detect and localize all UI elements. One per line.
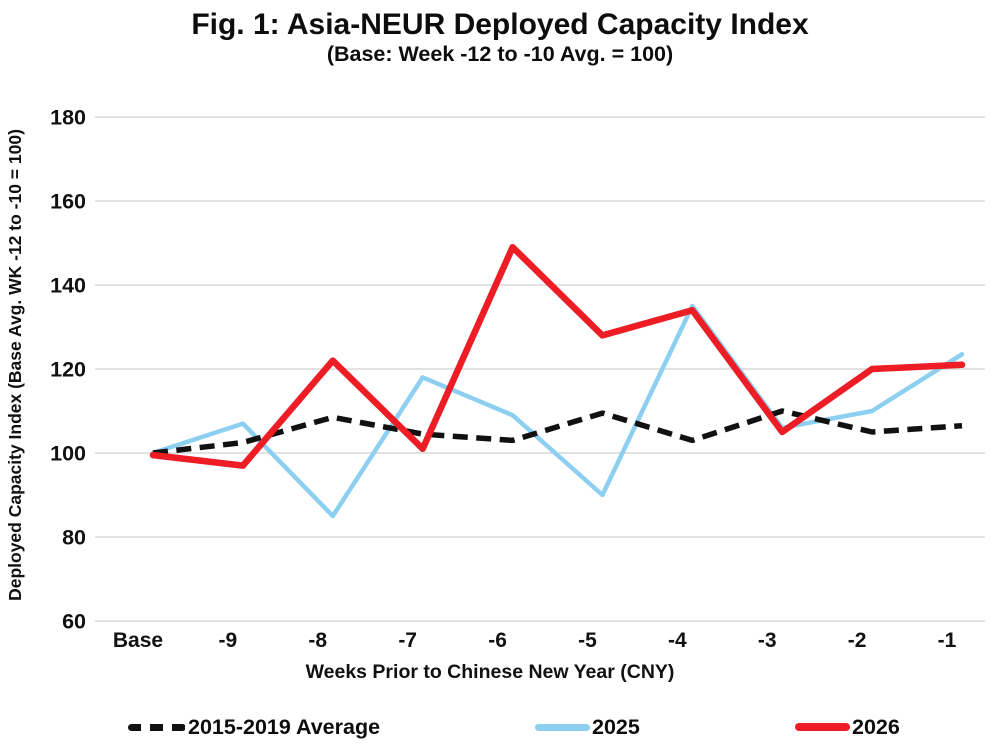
svg-text:Deployed Capacity Index (Base: Deployed Capacity Index (Base Avg. WK -1…	[5, 129, 25, 601]
svg-text:140: 140	[50, 274, 86, 298]
svg-text:160: 160	[50, 190, 86, 214]
svg-text:-1: -1	[938, 629, 957, 652]
svg-text:60: 60	[62, 610, 86, 634]
series-line-2015-2019-average	[152, 408, 963, 456]
svg-text:-6: -6	[488, 629, 507, 652]
chart-legend: 2015-2019 Average 2025 2026	[0, 710, 1000, 748]
svg-text:-9: -9	[219, 629, 238, 652]
legend-item-average: 2015-2019 Average	[128, 710, 380, 744]
svg-text:-4: -4	[668, 629, 687, 652]
legend-item-2026: 2026	[795, 710, 900, 744]
legend-swatch-blue-line-icon	[535, 723, 590, 731]
chart-title: Fig. 1: Asia-NEUR Deployed Capacity Inde…	[191, 8, 809, 41]
svg-text:Base: Base	[113, 629, 163, 652]
svg-text:-5: -5	[578, 629, 597, 652]
series-line-2025	[150, 303, 965, 519]
svg-text:-3: -3	[758, 629, 777, 652]
svg-text:100: 100	[50, 442, 86, 466]
legend-swatch-dashed-line-icon	[128, 723, 186, 731]
legend-swatch-red-line-icon	[795, 723, 850, 731]
legend-label-average: 2015-2019 Average	[188, 714, 381, 739]
svg-text:80: 80	[62, 526, 86, 550]
chart-header: Fig. 1: Asia-NEUR Deployed Capacity Inde…	[0, 8, 1000, 67]
legend-item-2025: 2025	[535, 710, 640, 744]
series-line-2026	[149, 243, 966, 469]
svg-text:Weeks Prior to Chinese New Yea: Weeks Prior to Chinese New Year (CNY)	[306, 661, 675, 683]
chart-subtitle: (Base: Week -12 to -10 Avg. = 100)	[326, 42, 674, 66]
svg-text:-8: -8	[308, 629, 327, 652]
legend-label-2025: 2025	[592, 714, 640, 739]
svg-text:180: 180	[50, 106, 86, 130]
svg-text:120: 120	[50, 358, 86, 382]
plot-area: 60 80 100 120 140 160 180 Base -9 -8 -7 -6 -5 -4 -3 -2 -…	[0, 85, 1000, 705]
legend-label-2026: 2026	[852, 714, 900, 739]
svg-text:-7: -7	[398, 629, 417, 652]
svg-text:-2: -2	[848, 629, 867, 652]
